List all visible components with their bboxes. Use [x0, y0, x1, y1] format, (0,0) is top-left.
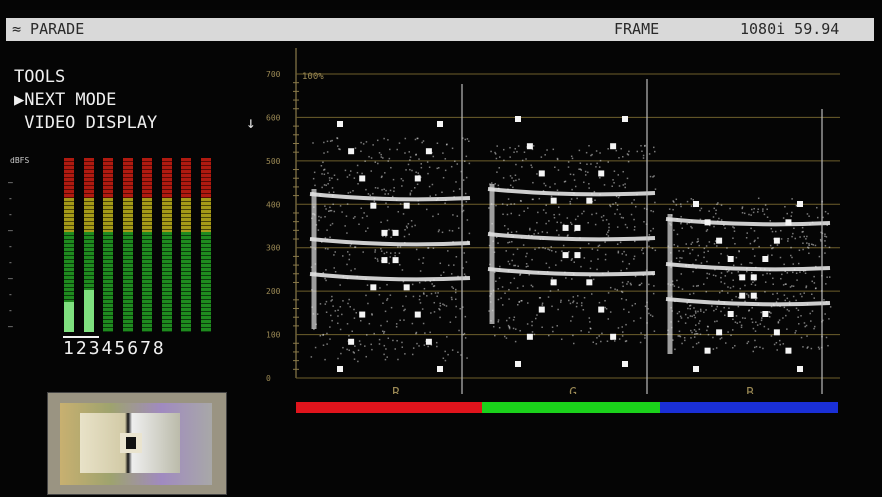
- audio-meter-7: [181, 158, 191, 332]
- channel-8-label: 8: [152, 338, 166, 359]
- audio-level-1: [64, 302, 74, 332]
- audio-meter-5: [142, 158, 152, 332]
- waveform-trace-r: [309, 84, 471, 394]
- audio-meter-6: [161, 158, 172, 332]
- channel-5-label: 5: [114, 338, 128, 359]
- channel-6-label: 6: [127, 338, 141, 359]
- waveform-trace-g: [487, 79, 657, 394]
- scope-scale-label: 400: [266, 200, 281, 209]
- display-mode-label[interactable]: ≈ PARADE: [12, 20, 85, 38]
- header-bar: ≈ PARADE FRAME 1080i 59.94: [6, 18, 874, 41]
- scope-scale-label: 0: [266, 374, 271, 383]
- menu-item-next-mode[interactable]: ▶NEXT MODE: [14, 90, 117, 110]
- scope-channel-label-b: B: [746, 386, 754, 394]
- channel-1-label: 1: [63, 338, 76, 359]
- scope-scale-label: 500: [266, 157, 281, 166]
- scope-scale-label: 700: [266, 70, 281, 79]
- channel-bar-b: [660, 402, 838, 413]
- audio-meter-1: [64, 158, 74, 332]
- scope-scale-label: 300: [266, 244, 281, 253]
- audio-meter-4: [122, 158, 133, 332]
- frame-mode-label[interactable]: FRAME: [614, 20, 660, 38]
- scope-scale-label: 600: [266, 113, 281, 122]
- channel-4-label: 4: [101, 338, 115, 359]
- scope-channel-label-g: G: [569, 386, 577, 394]
- channel-7-label: 7: [140, 338, 153, 359]
- channel-2-label: 2: [75, 338, 89, 359]
- percent-label: 100%: [302, 72, 324, 82]
- thumbnail-center-dark: [126, 437, 136, 449]
- audio-meter-2: [83, 158, 94, 332]
- audio-level-2: [83, 290, 94, 332]
- menu-item-video-display[interactable]: VIDEO DISPLAY: [14, 113, 158, 133]
- waveform-trace-b: [665, 109, 832, 394]
- meter-scale: — - - — - - — - - —: [8, 178, 13, 331]
- channel-bar-r: [296, 402, 482, 413]
- dbfs-label: dBFS: [10, 156, 30, 165]
- channel-3-label: 3: [88, 338, 102, 359]
- scope-scale-label: 200: [266, 287, 281, 296]
- video-thumbnail: [47, 392, 227, 495]
- selected-channels-underline: [63, 336, 99, 338]
- video-format-label: 1080i 59.94: [740, 20, 840, 38]
- scope-channel-label-r: R: [392, 386, 400, 394]
- channel-bar-g: [482, 402, 660, 413]
- down-arrow-icon: ↓: [246, 113, 256, 132]
- menu-item-tools[interactable]: TOOLS: [14, 67, 66, 87]
- rgb-parade-waveform: 700 600 500 400 300 200 100 0 R G B 100%: [266, 48, 840, 394]
- menu: TOOLS ▶NEXT MODE VIDEO DISPLAY: [14, 66, 157, 135]
- scope-scale-label: 100: [266, 331, 281, 340]
- audio-meter-8: [200, 158, 211, 332]
- audio-meter-3: [103, 158, 113, 332]
- channel-numbers: 12345678: [63, 338, 166, 359]
